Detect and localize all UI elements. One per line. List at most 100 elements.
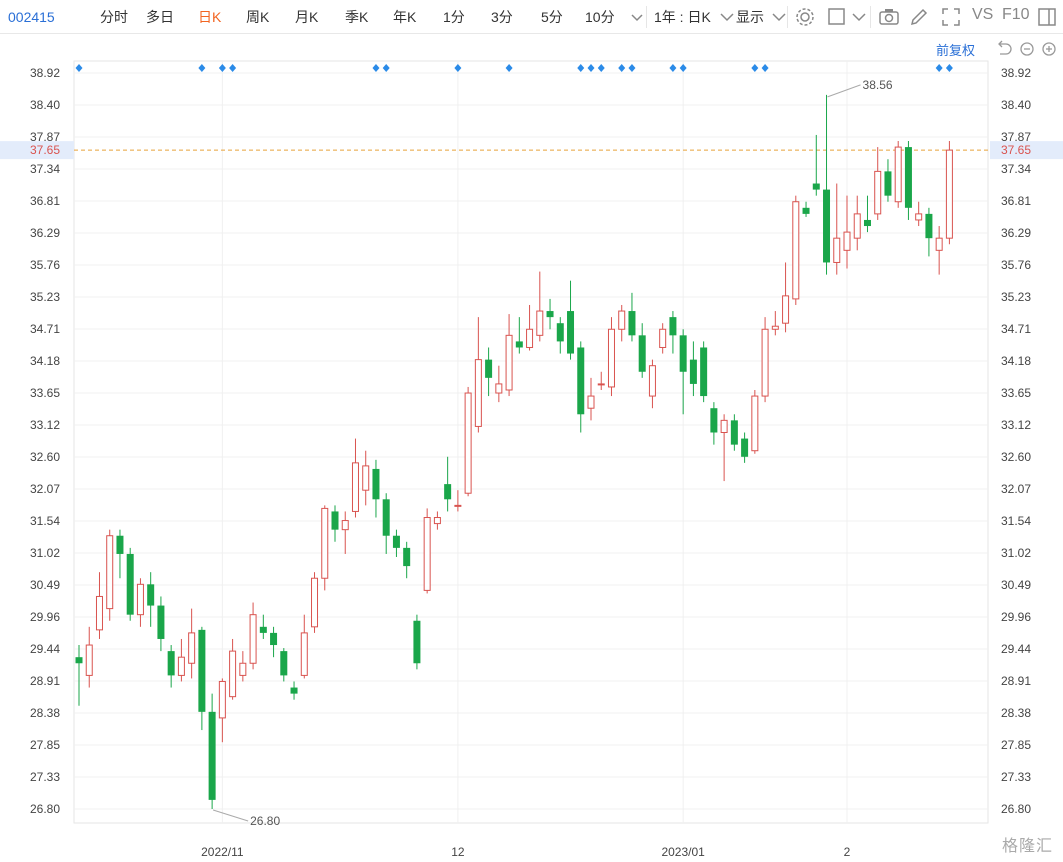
y-tick-label-left: 28.91 bbox=[30, 674, 60, 688]
y-tick-label-right: 31.02 bbox=[1001, 546, 1031, 560]
candle-body-down bbox=[904, 147, 912, 208]
tab-period[interactable]: 月K bbox=[295, 9, 319, 25]
undo-icon[interactable] bbox=[994, 38, 1016, 60]
candle-body-up bbox=[177, 656, 185, 676]
tab-period[interactable]: 日K bbox=[198, 9, 222, 25]
candle-body-down bbox=[280, 651, 288, 676]
event-marker bbox=[218, 64, 226, 72]
candle-body-up bbox=[587, 395, 595, 409]
candle-body-down bbox=[669, 317, 677, 336]
candle-body-up bbox=[720, 419, 728, 433]
y-tick-label-left: 33.65 bbox=[30, 386, 60, 400]
chevron-down-icon[interactable] bbox=[716, 6, 738, 28]
candle-body-up bbox=[874, 170, 882, 215]
vs-button[interactable]: VS bbox=[972, 6, 994, 23]
candle-body-down bbox=[577, 347, 585, 415]
low-annotation-label: 26.80 bbox=[250, 814, 280, 828]
y-tick-label-left: 29.44 bbox=[30, 642, 60, 656]
candle-body-up bbox=[321, 507, 329, 579]
y-tick-label-left: 38.40 bbox=[30, 98, 60, 112]
chevron-down-icon[interactable] bbox=[768, 6, 790, 28]
event-marker bbox=[761, 64, 769, 72]
candle-body-down bbox=[812, 183, 820, 190]
candle-body-down bbox=[198, 629, 206, 712]
candle-body-down bbox=[167, 651, 175, 676]
divider bbox=[787, 6, 788, 28]
f10-button[interactable]: F10 bbox=[1002, 6, 1030, 23]
zoom-in-icon[interactable] bbox=[1038, 38, 1060, 60]
tab-period[interactable]: 年K bbox=[393, 9, 417, 25]
x-tick-label: 2022/11 bbox=[201, 845, 244, 859]
tab-period[interactable]: 周K bbox=[246, 9, 270, 25]
y-tick-label-left: 26.80 bbox=[30, 802, 60, 816]
gear-icon[interactable] bbox=[794, 6, 816, 28]
chevron-down-icon[interactable] bbox=[626, 6, 648, 28]
event-marker bbox=[198, 64, 206, 72]
candle-body-up bbox=[95, 595, 103, 631]
event-marker bbox=[505, 64, 513, 72]
y-tick-label-left: 34.18 bbox=[30, 354, 60, 368]
y-tick-label-right: 29.96 bbox=[1001, 610, 1031, 624]
y-tick-label-left: 36.81 bbox=[30, 194, 60, 208]
current-price-label-right: 37.65 bbox=[1001, 143, 1031, 157]
range-select[interactable]: 1年 : 日K bbox=[654, 9, 711, 25]
candle-body-up bbox=[659, 328, 667, 348]
y-tick-label-left: 33.12 bbox=[30, 418, 60, 432]
tab-period[interactable]: 10分 bbox=[585, 9, 615, 25]
chevron-down-icon[interactable] bbox=[848, 6, 870, 28]
tab-period[interactable]: 1分 bbox=[443, 9, 465, 25]
y-tick-label-left: 31.54 bbox=[30, 514, 60, 528]
candle-body-up bbox=[597, 383, 605, 386]
stock-code[interactable]: 002415 bbox=[8, 9, 55, 25]
candle-body-down bbox=[628, 311, 636, 336]
candle-body-up bbox=[311, 577, 319, 628]
candle-body-up bbox=[351, 462, 359, 512]
y-tick-label-left: 37.87 bbox=[30, 130, 60, 144]
tab-period[interactable]: 季K bbox=[345, 9, 369, 25]
candle-body-down bbox=[679, 335, 687, 372]
y-tick-label-left: 37.34 bbox=[30, 162, 60, 176]
candle-body-up bbox=[505, 334, 513, 391]
tab-period[interactable]: 分时 bbox=[100, 9, 128, 25]
candle-body-down bbox=[403, 547, 411, 567]
candle-body-down bbox=[382, 499, 390, 536]
candle-body-down bbox=[730, 420, 738, 445]
y-tick-label-left: 30.49 bbox=[30, 578, 60, 592]
candle-body-down bbox=[372, 468, 380, 500]
panel-icon[interactable] bbox=[1036, 6, 1058, 28]
fullscreen-icon[interactable] bbox=[940, 6, 962, 28]
candle-body-up bbox=[239, 662, 247, 676]
tab-period[interactable]: 多日 bbox=[146, 9, 174, 25]
y-tick-label-right: 29.44 bbox=[1001, 642, 1031, 656]
event-marker bbox=[382, 64, 390, 72]
candle-body-down bbox=[270, 632, 278, 646]
candle-body-up bbox=[792, 201, 800, 300]
candle-body-up bbox=[915, 213, 923, 221]
candle-body-up bbox=[607, 328, 615, 388]
display-select[interactable]: 显示 bbox=[736, 9, 764, 25]
camera-icon[interactable] bbox=[878, 6, 900, 28]
candle-body-up bbox=[136, 583, 144, 616]
y-tick-label-right: 34.18 bbox=[1001, 354, 1031, 368]
tab-period[interactable]: 3分 bbox=[491, 9, 513, 25]
y-tick-label-right: 37.34 bbox=[1001, 162, 1031, 176]
candle-body-down bbox=[208, 711, 216, 800]
y-tick-label-right: 37.87 bbox=[1001, 130, 1031, 144]
tab-period[interactable]: 5分 bbox=[541, 9, 563, 25]
y-tick-label-left: 27.85 bbox=[30, 738, 60, 752]
zoom-out-icon[interactable] bbox=[1016, 38, 1038, 60]
candle-body-down bbox=[556, 323, 564, 342]
candle-body-up bbox=[935, 237, 943, 251]
adjust-mode[interactable]: 前复权 bbox=[936, 43, 976, 58]
square-icon[interactable] bbox=[826, 6, 848, 28]
candle-body-up bbox=[495, 383, 503, 394]
y-tick-label-left: 35.76 bbox=[30, 258, 60, 272]
event-marker bbox=[945, 64, 953, 72]
candle-body-down bbox=[710, 408, 718, 433]
candle-body-up bbox=[648, 365, 656, 397]
pencil-icon[interactable] bbox=[908, 6, 930, 28]
plot-frame bbox=[73, 60, 989, 824]
candle-body-down bbox=[75, 657, 83, 664]
y-tick-label-left: 36.29 bbox=[30, 226, 60, 240]
